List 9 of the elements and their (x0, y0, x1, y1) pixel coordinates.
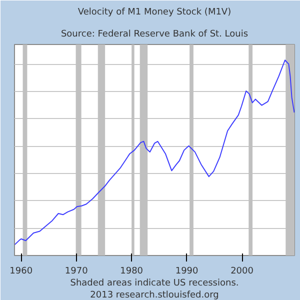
text: 2013 research.stlouisfed.org (90, 290, 219, 300)
x-tick-label: 2000 (230, 266, 254, 276)
text: Shaded areas indicate US recessions. (70, 278, 239, 288)
x-tick-label: 1960 (10, 266, 33, 276)
x-tick-label: 1970 (64, 266, 88, 276)
x-tick-label: 1990 (175, 266, 199, 276)
chart-subtitle: Source: Federal Reserve Bank of St. Louis (60, 30, 248, 40)
x-tick-label: 1980 (120, 266, 144, 276)
chart-title: Velocity of M1 Money Stock (M1V) (78, 8, 232, 18)
